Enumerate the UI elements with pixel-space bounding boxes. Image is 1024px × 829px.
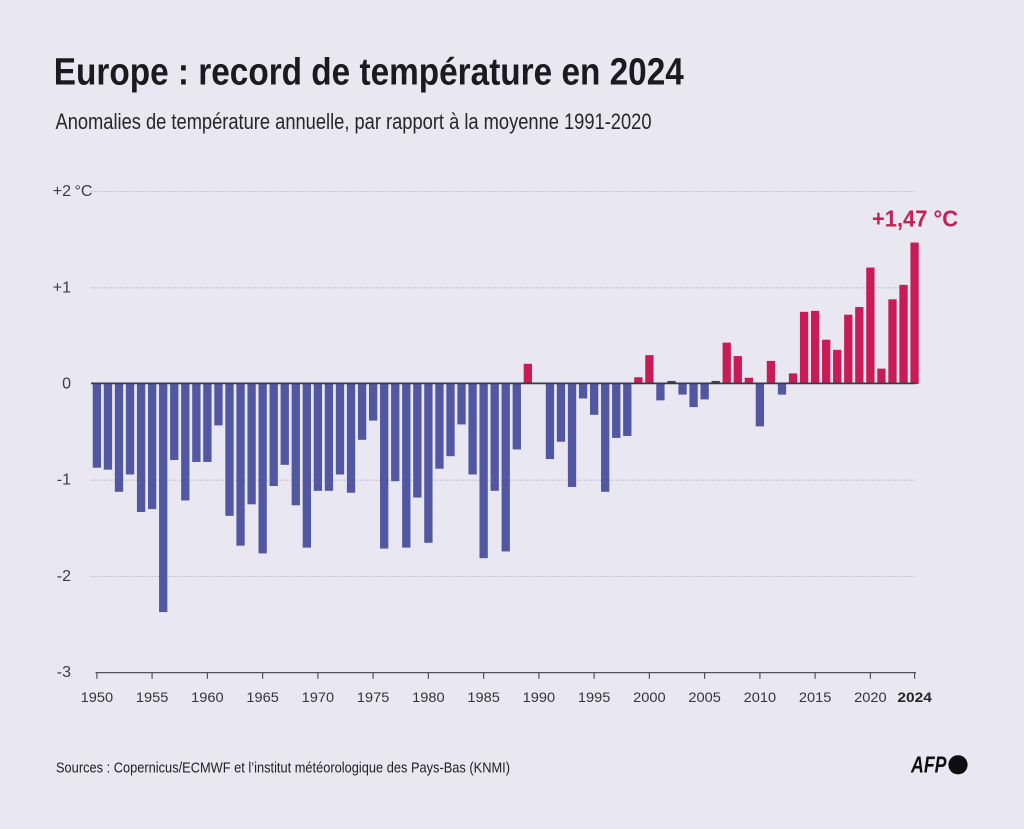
svg-text:-2: -2 — [57, 568, 71, 585]
svg-text:1980: 1980 — [412, 689, 445, 705]
svg-text:2020: 2020 — [854, 689, 887, 705]
svg-text:1985: 1985 — [467, 689, 500, 705]
svg-text:2015: 2015 — [799, 689, 832, 705]
svg-text:2000: 2000 — [633, 689, 666, 705]
svg-text:+2: +2 — [53, 183, 71, 200]
svg-text:-3: -3 — [57, 664, 71, 681]
svg-text:1950: 1950 — [81, 689, 114, 705]
svg-text:1955: 1955 — [136, 689, 169, 705]
svg-text:AFP: AFP — [910, 751, 947, 777]
svg-text:1960: 1960 — [191, 689, 224, 705]
svg-text:+1: +1 — [53, 279, 71, 296]
svg-text:1970: 1970 — [302, 689, 335, 705]
svg-text:0: 0 — [62, 376, 71, 393]
svg-text:2010: 2010 — [744, 689, 777, 705]
svg-text:+1,47 °C: +1,47 °C — [872, 206, 958, 232]
svg-text:Europe : record de température: Europe : record de température en 2024 — [54, 52, 684, 94]
svg-text:2024: 2024 — [897, 689, 932, 705]
svg-text:1975: 1975 — [357, 689, 390, 705]
svg-text:Anomalies de température annue: Anomalies de température annuelle, par r… — [56, 109, 652, 134]
svg-text:Sources : Copernicus/ECMWF et: Sources : Copernicus/ECMWF et l’institut… — [56, 760, 510, 776]
svg-text:°C: °C — [75, 183, 93, 200]
svg-text:1995: 1995 — [578, 689, 611, 705]
svg-text:-1: -1 — [57, 472, 71, 489]
svg-text:1990: 1990 — [523, 689, 556, 705]
svg-text:2005: 2005 — [688, 689, 721, 705]
svg-text:1965: 1965 — [246, 689, 279, 705]
